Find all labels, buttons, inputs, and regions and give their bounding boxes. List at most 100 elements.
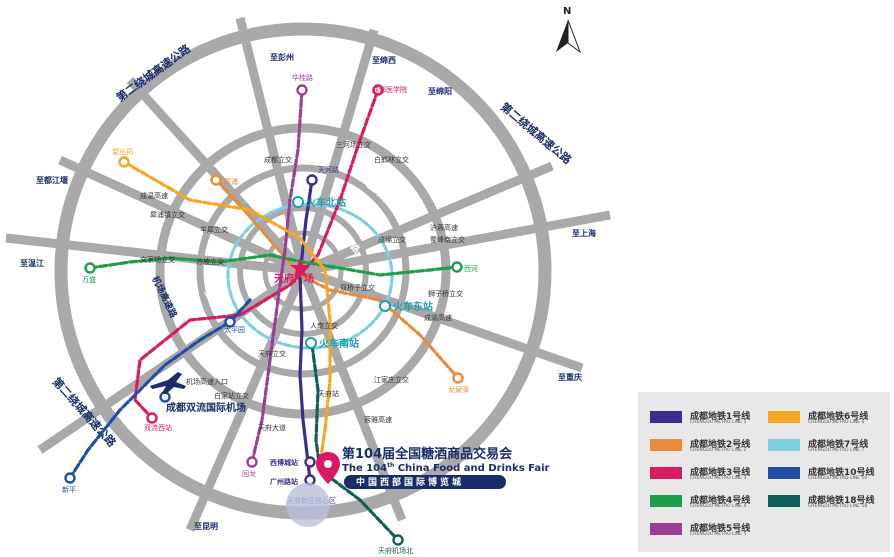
legend-swatch xyxy=(650,467,682,479)
legend-swatch xyxy=(650,411,682,423)
hub-huoche-east: 火车东站 xyxy=(393,300,433,313)
dir-chongqing: 至重庆 xyxy=(558,372,582,382)
stn-label-tianhe: 天河路 xyxy=(318,165,339,174)
ic-airport-hw: 机场高速入口 xyxy=(186,377,228,386)
legend-swatch xyxy=(768,439,800,451)
hub-huoche-south: 火车南站 xyxy=(319,337,359,350)
stn-label-xinjiadu: 华桂路 xyxy=(292,73,313,82)
legend-swatch xyxy=(768,411,800,423)
stn-xipu[interactable] xyxy=(210,174,222,186)
legend-label-en: CHENGDU METRO LINE 6 xyxy=(808,420,865,425)
stn-airport-10[interactable] xyxy=(159,391,171,403)
airplane-icon xyxy=(150,372,186,394)
hub-huoche-south-icon xyxy=(305,337,317,349)
legend-label: 成都地铁3号线 xyxy=(690,468,751,478)
fair-sub-num: 104 xyxy=(366,463,387,474)
ic-chengyu: 成渝高速 xyxy=(424,313,452,322)
stn-label-guolong: 回龙 xyxy=(242,469,256,478)
pin-center xyxy=(324,460,332,468)
line-3 xyxy=(133,88,380,420)
ic-huchang: 沪蓉高速 xyxy=(430,223,458,232)
ic-chengdu: 成都立交 xyxy=(264,155,292,164)
ic-yangxi: 羊犀立交 xyxy=(200,225,228,234)
hubs: 火车北站 天府广场 火车东站 火车南站 成都双流国际机场 xyxy=(150,196,433,414)
fair-banner-text: 中国西部国际博览城 xyxy=(356,476,464,488)
stn-label-xipu: 犀浦 xyxy=(224,177,238,186)
stn-wangcong[interactable] xyxy=(118,156,130,168)
dir-kunming: 至昆明 xyxy=(194,521,218,531)
legend-label-en: CHENGDU METRO LINE 7 xyxy=(808,448,865,453)
stn-xinjiadu[interactable] xyxy=(296,84,308,96)
legend-label: 成都地铁1号线 xyxy=(690,412,751,422)
legend-label: 成都地铁10号线 xyxy=(808,468,875,478)
legend-label: 成都地铁4号线 xyxy=(690,496,751,506)
hub-airport: 成都双流国际机场 xyxy=(166,401,246,414)
stn-taipingyuan[interactable] xyxy=(224,316,236,328)
legend-swatch xyxy=(650,439,682,451)
ic-xishu: 蜀峰南立交 xyxy=(430,235,465,244)
stn-airport-north[interactable] xyxy=(392,534,404,546)
stn-wansheng[interactable] xyxy=(84,262,96,274)
stn-label-wangcong: 望丛祠 xyxy=(112,147,133,156)
stn-label-airport-north: 天府机场北 xyxy=(378,546,413,555)
legend-label-en: CHENGDU METRO LINE 2 xyxy=(690,448,747,453)
line-2 xyxy=(214,178,460,380)
stn-label-longquan: 龙泉驿 xyxy=(448,385,469,394)
fair-sub-rest: China Food and Drinks Fair xyxy=(398,463,550,474)
ic-sujia: 苏坡立交 xyxy=(196,257,224,266)
legend-label: 成都地铁2号线 xyxy=(690,440,751,450)
legend-label-en: CHENGDU METRO LINE 3 xyxy=(690,476,747,481)
stn-xinping[interactable] xyxy=(64,472,76,484)
north-arrow-icon xyxy=(556,20,568,52)
stn-shuangliu-west[interactable] xyxy=(146,412,158,424)
legend: 成都地铁1号线 CHENGDU METRO LINE 1 成都地铁6号线 CHENGD… xyxy=(638,392,890,552)
ic-tianfu-da: 天府大道 xyxy=(258,423,286,432)
ic-shizi: 狮子桥立交 xyxy=(428,289,463,298)
dir-mianyang: 至绵阳 xyxy=(428,86,452,96)
hub-huoche-north-icon xyxy=(292,196,304,208)
line-1 xyxy=(298,178,314,482)
line-6 xyxy=(122,160,332,464)
legend-swatch xyxy=(650,495,682,507)
stn-tianhe[interactable] xyxy=(306,174,318,186)
stn-xibo[interactable] xyxy=(304,456,316,468)
legend-swatch xyxy=(768,467,800,479)
dir-wenjiang: 至温江 xyxy=(20,258,44,268)
legend-label-en: CHENGDU METRO LINE 10 xyxy=(808,476,868,481)
legend-label-en: CHENGDU METRO LINE 4 xyxy=(690,504,747,509)
north-arrow: N xyxy=(556,6,582,54)
ic-renzhi: 人南立交 xyxy=(310,321,338,330)
dir-pengzhou: 至彭州 xyxy=(270,52,294,62)
ic-sanhe: 三河场立交 xyxy=(336,140,371,149)
stn-guolong[interactable] xyxy=(246,456,258,468)
ic-baijia: 白鹤林立交 xyxy=(374,155,409,164)
ic-baijiali: 白家站立交 xyxy=(214,391,249,400)
hub-huoche-north: 火车北站 xyxy=(306,196,346,209)
stn-xihe[interactable] xyxy=(451,261,463,273)
stn-longquan[interactable] xyxy=(452,372,464,384)
stn-label-xinping: 新平 xyxy=(62,485,76,494)
ring-road-label-nw: 第二绕城高速公路 xyxy=(114,41,194,105)
stn-chengdu-uni[interactable] xyxy=(372,84,384,96)
ic-xianhe: 成绵立交 xyxy=(378,235,406,244)
expo-location: 第104届全国糖酒商品交易会 The 104th China Food and … xyxy=(286,446,550,527)
stn-label-taipingyuan: 太平园 xyxy=(224,325,245,334)
legend-label: 成都地铁18号线 xyxy=(808,496,875,506)
line-5 xyxy=(250,88,304,464)
fair-title: 第104届全国糖酒商品交易会 xyxy=(342,446,513,462)
stn-label-xibo: 西博城站 xyxy=(270,458,298,467)
fair-subtitle: The 104th China Food and Drinks Fair xyxy=(342,462,550,474)
line-18 xyxy=(310,343,400,542)
hub-tianfu-sq: 天府广场 xyxy=(274,272,314,285)
legend-swatch xyxy=(768,495,800,507)
legend-label-en: CHENGDU METRO LINE 1 xyxy=(690,420,747,425)
legend-label: 成都地铁5号线 xyxy=(690,524,751,534)
stn-label-chengdu-uni: 成都医学院 xyxy=(372,85,407,94)
legend-label: 成都地铁7号线 xyxy=(808,440,869,450)
line-4 xyxy=(88,253,459,277)
dir-dujiangyan: 至都江堰 xyxy=(36,175,68,185)
ic-tianfu-li: 天府立交 xyxy=(258,349,286,358)
legend-label: 成都地铁6号线 xyxy=(808,412,869,422)
fair-banner xyxy=(344,475,506,489)
